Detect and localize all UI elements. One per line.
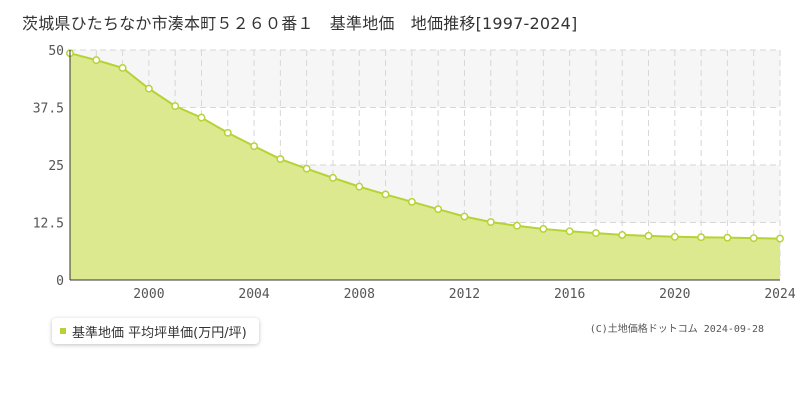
y-tick-label: 25: [48, 159, 64, 174]
data-point: [776, 234, 784, 243]
legend-swatch-icon: [60, 328, 66, 334]
x-tick-label: 2000: [133, 287, 164, 302]
x-tick-label: 2008: [344, 287, 375, 302]
data-point: [513, 221, 521, 230]
data-point: [697, 233, 706, 242]
chart-title: 茨城県ひたちなか市湊本町５２６０番１ 基準地価 地価推移[1997-2024]: [22, 14, 578, 33]
series-line: [69, 52, 781, 240]
data-point: [197, 113, 206, 122]
data-point: [302, 164, 311, 173]
legend: 基準地価 平均坪単価(万円/坪): [52, 318, 259, 344]
data-point: [92, 56, 101, 65]
data-point: [355, 182, 364, 191]
axes: [69, 50, 780, 281]
data-point: [539, 224, 548, 233]
y-tick-label: 37.5: [33, 102, 64, 117]
data-point: [565, 227, 574, 236]
credit-text: (C)土地価格ドットコム 2024-09-28: [589, 324, 764, 335]
data-point: [381, 190, 390, 199]
data-point: [144, 84, 153, 93]
data-point: [407, 197, 416, 206]
data-point: [118, 63, 127, 72]
x-tick-label: 2020: [659, 287, 690, 302]
plot-band: [70, 50, 780, 108]
x-tick-label: 2016: [554, 287, 585, 302]
legend-label: 基準地価 平均坪単価(万円/坪): [72, 325, 247, 341]
data-point: [434, 205, 443, 214]
data-point: [486, 218, 495, 226]
data-point: [644, 231, 653, 240]
data-point: [250, 142, 259, 151]
data-points: [66, 49, 784, 243]
x-tick-label: 2012: [449, 287, 480, 302]
data-point: [276, 155, 285, 163]
series-area: [70, 53, 780, 280]
data-point: [223, 128, 232, 137]
y-tick-label: 0: [56, 274, 64, 289]
tick-labels: 0 12.5 25 37.5 50 2000 2004 2008 2012 2016 2020 202…: [33, 44, 796, 302]
area-series: [69, 52, 781, 280]
data-point: [171, 102, 180, 111]
y-tick-label: 50: [48, 44, 64, 59]
data-point: [723, 233, 732, 242]
data-point: [591, 229, 600, 238]
data-point: [749, 234, 758, 243]
y-tick-label: 12.5: [33, 217, 64, 232]
data-point: [618, 230, 627, 239]
data-point: [460, 212, 469, 221]
data-point: [329, 173, 337, 182]
x-tick-label: 2004: [238, 287, 269, 302]
data-point: [670, 232, 679, 241]
x-tick-label: 2024: [764, 287, 795, 302]
